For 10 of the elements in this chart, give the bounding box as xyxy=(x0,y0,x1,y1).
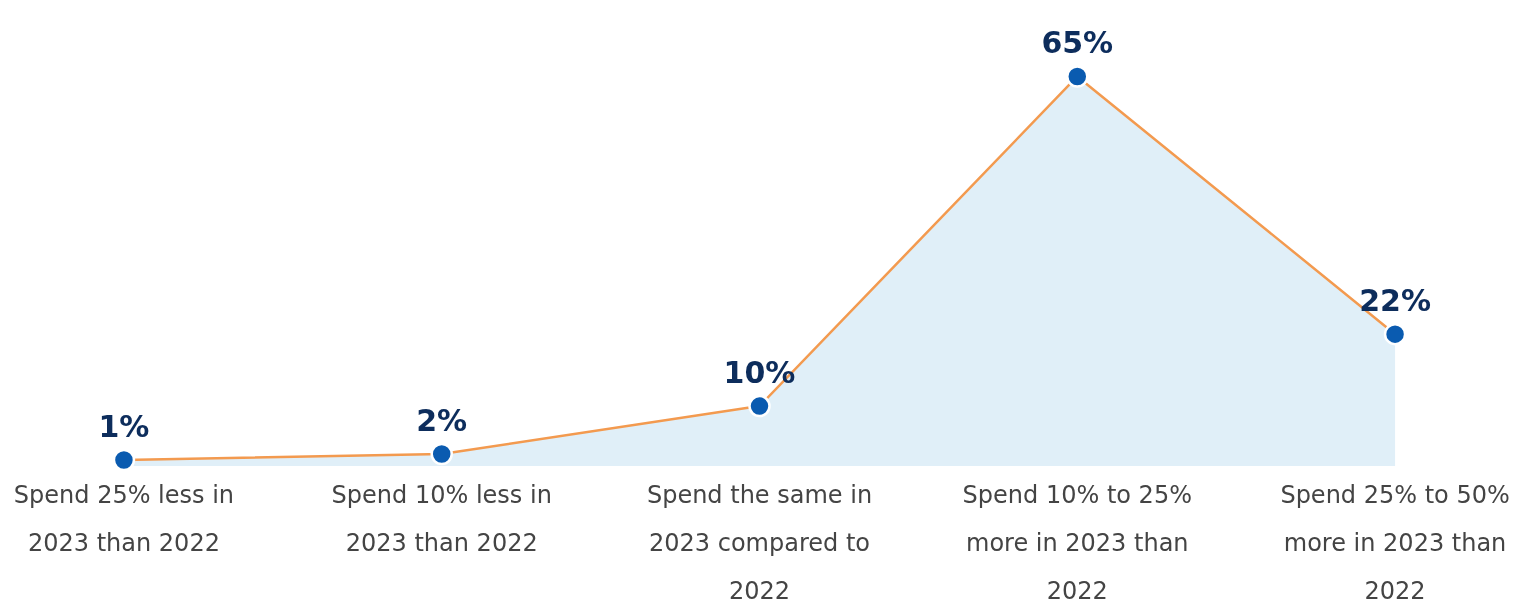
x-tick-label: Spend 25% to 50% more in 2023 than 2022 xyxy=(1280,481,1510,605)
x-tick-label: Spend the same in 2023 compared to 2022 xyxy=(646,481,873,605)
data-label: 10% xyxy=(723,355,796,391)
data-label: 65% xyxy=(1041,25,1114,61)
x-tick-label: Spend 10% to 25% more in 2023 than 2022 xyxy=(962,481,1192,605)
x-tick-label: Spend 10% less in 2023 than 2022 xyxy=(331,481,552,557)
data-label: 2% xyxy=(416,403,468,439)
data-label: 1% xyxy=(98,409,150,445)
data-label: 22% xyxy=(1359,283,1431,319)
x-tick-label: Spend 25% less in 2023 than 2022 xyxy=(13,481,235,557)
